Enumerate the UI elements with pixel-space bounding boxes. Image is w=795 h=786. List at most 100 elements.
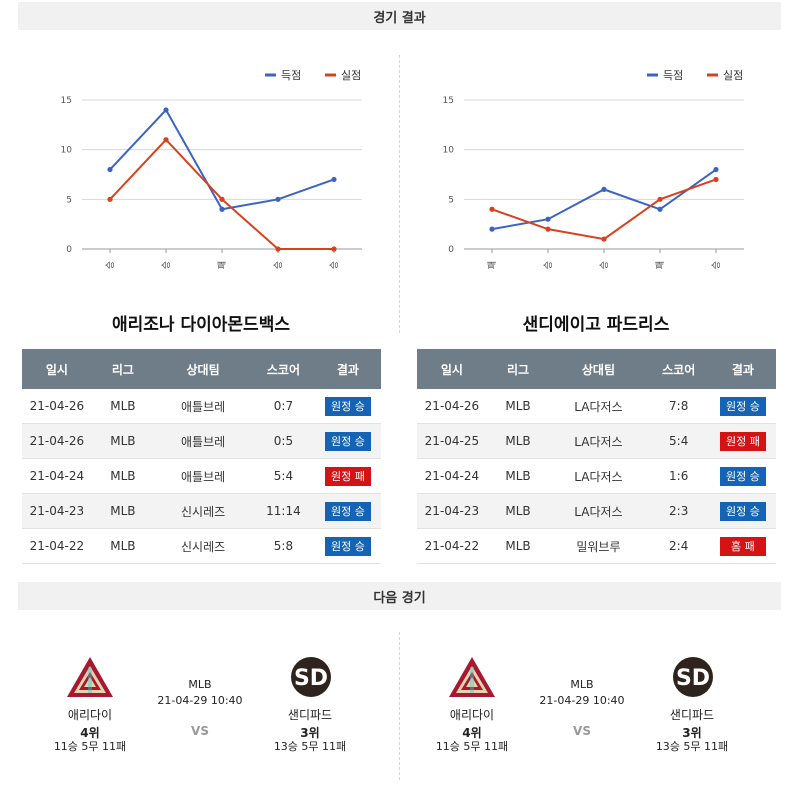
series-line <box>109 138 334 250</box>
data-point <box>107 196 113 202</box>
data-point <box>657 196 663 202</box>
results-table-sandiego: 일시 리그 상대팀 스코어 결과 21-04-26 MLB LA다저스 7:8 원정 승 21-04… <box>417 349 776 564</box>
cell-league: MLB <box>91 528 155 564</box>
results-header: 경기 결과 <box>18 2 781 30</box>
cell-score: 5:4 <box>252 458 315 494</box>
legend-item: 실점 <box>707 69 743 82</box>
cell-result: 원정 패 <box>314 458 381 494</box>
cell-date: 21-04-25 <box>417 423 487 459</box>
padres-logo: SD <box>290 652 332 706</box>
vs-label: VS <box>573 724 591 738</box>
cell-date: 21-04-26 <box>22 423 92 459</box>
data-point <box>489 206 495 212</box>
cell-league: MLB <box>91 493 155 529</box>
cell-result: 원정 승 <box>709 458 776 494</box>
cell-result: 홈 패 <box>709 528 776 564</box>
cell-league: MLB <box>91 423 155 459</box>
cell-score: 5:4 <box>647 423 710 459</box>
y-tick-label: 5 <box>66 195 72 205</box>
cell-opponent: LA다저스 <box>549 389 648 424</box>
cell-league: MLB <box>486 423 550 459</box>
cell-score: 5:8 <box>252 528 315 564</box>
diamondbacks-logo <box>447 655 497 704</box>
section-divider <box>399 55 400 333</box>
y-tick-label: 10 <box>61 146 73 156</box>
team-record: 13승 5무 11패 <box>273 740 347 753</box>
cell-league: MLB <box>486 528 550 564</box>
team-name: 애리다이 <box>449 708 495 722</box>
data-point <box>545 216 551 222</box>
cell-date: 21-04-22 <box>22 528 92 564</box>
cell-opponent: 신시레즈 <box>154 493 253 529</box>
cell-score: 2:3 <box>647 493 710 529</box>
x-tick-label: 승 <box>599 261 610 269</box>
next-game-card: 애리다이 4위 11승 5무 11패 MLB 21-04-29 10:40 VS… <box>392 640 772 780</box>
data-point <box>713 166 719 173</box>
legend-item: 득점 <box>647 69 683 82</box>
data-point <box>275 246 281 252</box>
result-badge: 원정 승 <box>719 466 766 486</box>
cell-opponent: LA다저스 <box>549 493 648 529</box>
series-line <box>109 108 335 211</box>
team-name: 샌디파드 <box>287 708 333 722</box>
y-tick-label: 0 <box>66 245 72 255</box>
league-label: MLB <box>188 678 212 691</box>
result-badge: 원정 승 <box>324 396 371 416</box>
chart-arizona: 득점 실점 0 5 10 15 승 승 패 승 승 <box>50 62 380 281</box>
cell-opponent: 애틀브레 <box>154 389 253 424</box>
data-point <box>601 236 607 242</box>
cell-date: 21-04-24 <box>22 458 92 494</box>
team-name: 샌디파드 <box>669 708 715 722</box>
legend-label: 득점 <box>281 69 301 82</box>
game-datetime: 21-04-29 10:40 <box>539 694 625 707</box>
y-tick-label: 0 <box>448 245 454 255</box>
cell-league: MLB <box>91 458 155 494</box>
cell-result: 원정 승 <box>314 389 381 424</box>
svg-text:SD: SD <box>676 666 710 691</box>
results-table-arizona: 일시 리그 상대팀 스코어 결과 21-04-26 MLB 애틀브레 0:7 원정 승 21-04-… <box>22 349 381 564</box>
x-tick-label: 승 <box>543 261 554 269</box>
team-record: 11승 5무 11패 <box>53 740 127 753</box>
column-header: 스코어 <box>252 349 315 389</box>
column-header: 스코어 <box>647 349 710 389</box>
cell-opponent: 애틀브레 <box>154 458 253 494</box>
data-point <box>163 137 169 143</box>
team-rank: 4위 <box>462 726 482 740</box>
cell-date: 21-04-22 <box>417 528 487 564</box>
table-row: 21-04-26 MLB LA다저스 7:8 원정 승 <box>417 389 776 424</box>
column-header: 리그 <box>91 349 155 389</box>
section-divider <box>399 632 400 780</box>
data-point <box>107 166 113 173</box>
column-header: 리그 <box>486 349 550 389</box>
column-header: 결과 <box>314 349 381 389</box>
y-tick-label: 15 <box>443 96 454 106</box>
line-chart: 득점 실점 0 5 10 15 패 승 승 패 승 <box>443 69 744 269</box>
cell-score: 11:14 <box>252 493 315 529</box>
result-badge: 원정 패 <box>324 466 371 486</box>
legend-item: 실점 <box>325 69 361 82</box>
table-row: 21-04-23 MLB 신시레즈 11:14 원정 승 <box>22 493 381 529</box>
team-rank: 3위 <box>682 726 702 740</box>
result-badge: 원정 패 <box>719 431 766 451</box>
table-row: 21-04-26 MLB 애틀브레 0:5 원정 승 <box>22 423 381 459</box>
data-point <box>601 186 607 192</box>
cell-date: 21-04-24 <box>417 458 487 494</box>
x-tick-label: 패 <box>487 261 498 269</box>
table-row: 21-04-24 MLB 애틀브레 5:4 원정 패 <box>22 458 381 494</box>
cell-score: 0:5 <box>252 423 315 459</box>
x-tick-label: 패 <box>655 261 666 269</box>
cell-opponent: LA다저스 <box>549 423 648 459</box>
cell-league: MLB <box>486 458 550 494</box>
x-tick-label: 승 <box>329 261 340 269</box>
data-point <box>275 196 281 202</box>
cell-score: 7:8 <box>647 389 710 424</box>
vs-label: VS <box>191 724 209 738</box>
table-row: 21-04-22 MLB 신시레즈 5:8 원정 승 <box>22 528 381 564</box>
result-badge: 원정 승 <box>324 536 371 556</box>
column-header: 상대팀 <box>549 349 648 389</box>
cell-score: 2:4 <box>647 528 710 564</box>
legend-item: 득점 <box>265 69 301 82</box>
cell-date: 21-04-23 <box>22 493 92 529</box>
team-rank: 4위 <box>80 726 100 740</box>
cell-result: 원정 승 <box>314 493 381 529</box>
